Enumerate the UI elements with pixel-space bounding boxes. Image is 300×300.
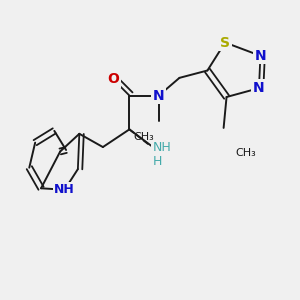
- Text: S: S: [220, 35, 230, 50]
- Text: N: N: [153, 88, 165, 103]
- Text: N: N: [253, 81, 265, 95]
- Text: N: N: [255, 49, 266, 63]
- Text: NH: NH: [54, 183, 75, 196]
- Text: H: H: [153, 155, 162, 168]
- Text: CH₃: CH₃: [236, 148, 256, 158]
- Text: O: O: [107, 72, 119, 86]
- Text: CH₃: CH₃: [134, 132, 154, 142]
- Text: NH: NH: [153, 141, 172, 154]
